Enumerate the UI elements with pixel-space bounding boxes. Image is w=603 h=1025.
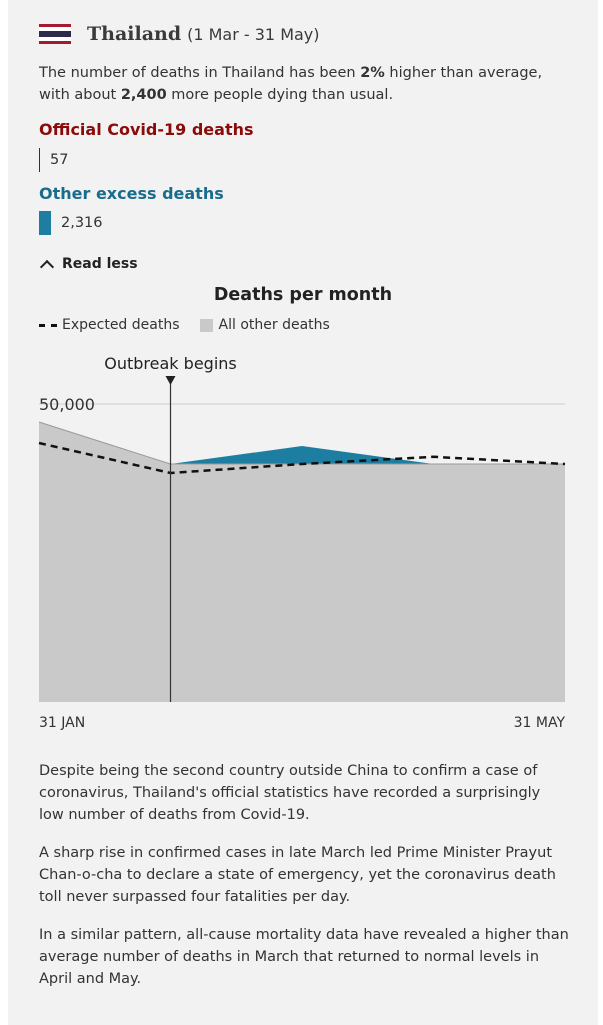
country-card: Thailand (1 Mar - 31 May) The number of … <box>8 0 598 1025</box>
official-deaths-bar <box>39 148 40 172</box>
official-deaths-title: Official Covid-19 deaths <box>39 120 254 139</box>
outbreak-marker-icon <box>165 376 176 385</box>
legend-gray-swatch <box>199 318 213 332</box>
other-excess-title: Other excess deaths <box>39 184 224 203</box>
chart-title: Deaths per month <box>213 285 393 305</box>
x-tick-label: 31 JAN <box>39 715 85 731</box>
summary-percent: 2% <box>360 65 385 81</box>
expected-deaths-line <box>38 441 566 475</box>
summary-part: more people dying than usual. <box>166 87 394 103</box>
other-excess-bar <box>39 211 51 235</box>
summary-part: with about <box>39 87 121 103</box>
summary-text: The number of deaths in Thailand has bee… <box>39 62 569 106</box>
summary-excess: 2,400 <box>120 87 167 103</box>
legend-dash-swatch <box>39 323 57 327</box>
official-deaths-value: 57 <box>50 152 69 168</box>
read-less-label: Read less <box>62 256 138 272</box>
card-header: Thailand (1 Mar - 31 May) <box>39 20 320 48</box>
other-excess-row: 2,316 <box>39 211 103 235</box>
y-tick-label: 50,000 <box>39 395 95 414</box>
official-deaths-row: 57 <box>39 148 68 172</box>
date-range: (1 Mar - 31 May) <box>187 24 320 44</box>
deaths-chart: Outbreak begins 50,000 31 JAN 31 MAY <box>38 354 566 731</box>
paragraph: A sharp rise in confirmed cases in late … <box>39 845 556 905</box>
chart-legend: Expected deaths All other deaths <box>39 317 330 333</box>
summary-part: higher than average, <box>384 65 543 81</box>
legend-label: Expected deaths <box>62 317 180 333</box>
excess-deaths-area <box>170 446 434 464</box>
thailand-flag-icon <box>39 24 71 44</box>
country-name: Thailand <box>87 23 182 45</box>
summary-part: The number of deaths in Thailand has bee… <box>39 65 361 81</box>
other-excess-value: 2,316 <box>61 215 103 231</box>
read-less-button[interactable]: Read less <box>39 256 138 274</box>
chevron-up-icon <box>39 259 55 274</box>
legend-label: All other deaths <box>218 317 330 333</box>
x-tick-label: 31 MAY <box>514 715 566 731</box>
paragraph: Despite being the second country outside… <box>39 763 541 823</box>
paragraph: In a similar pattern, all-cause mortalit… <box>39 927 569 987</box>
outbreak-annotation: Outbreak begins <box>104 354 236 373</box>
